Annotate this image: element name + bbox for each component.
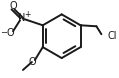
- Text: Cl: Cl: [107, 31, 117, 41]
- Text: O: O: [9, 1, 17, 11]
- Text: −: −: [1, 28, 8, 37]
- Text: O: O: [6, 28, 14, 38]
- Text: +: +: [24, 10, 30, 19]
- Text: N: N: [18, 13, 26, 23]
- Text: O: O: [28, 57, 36, 67]
